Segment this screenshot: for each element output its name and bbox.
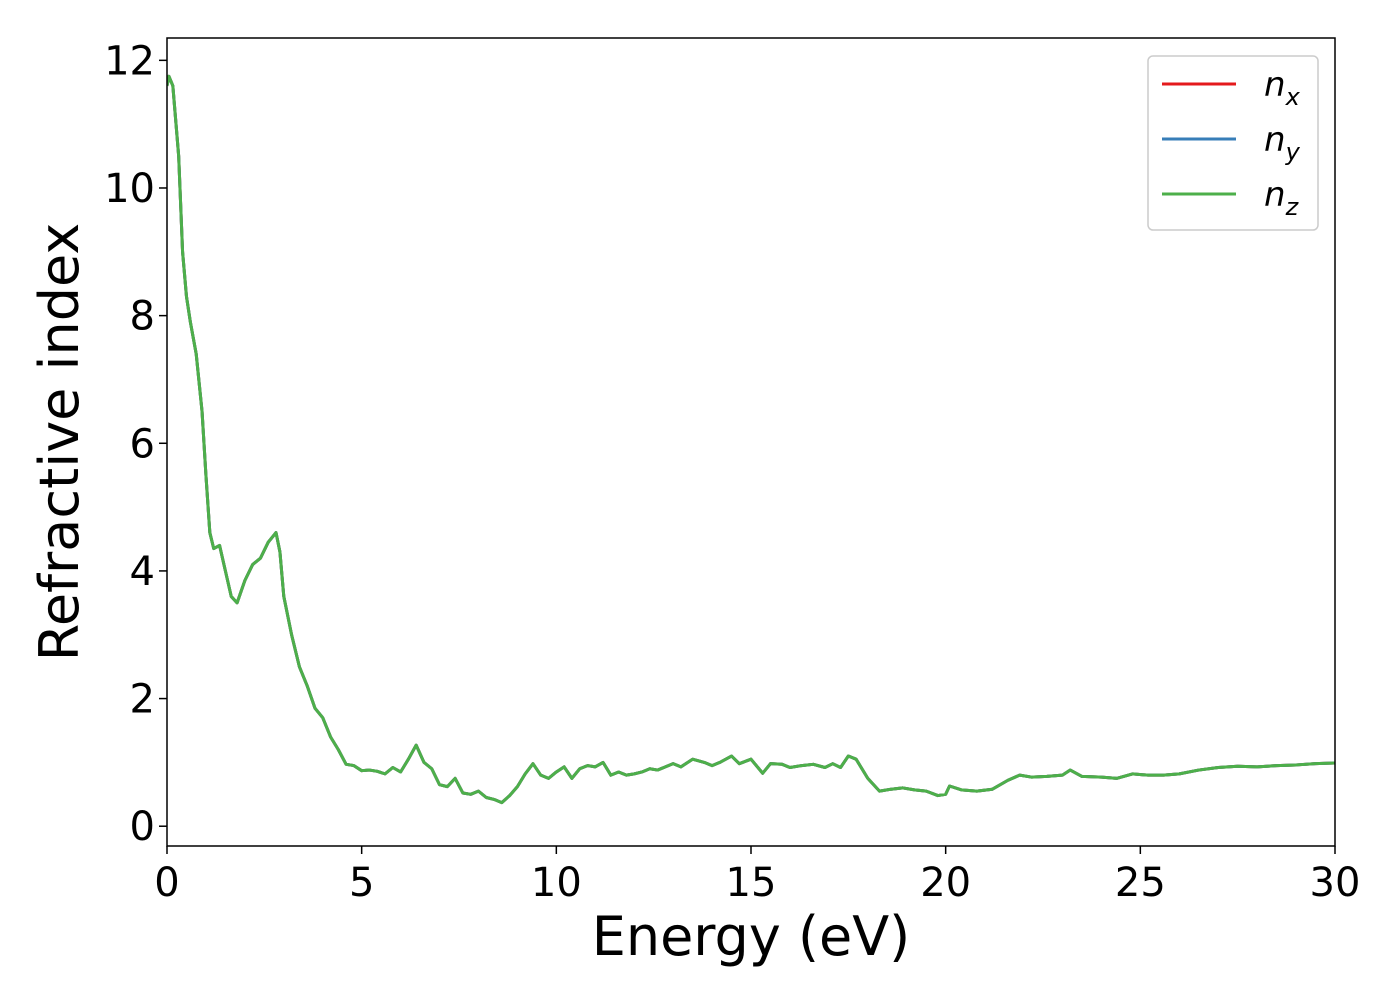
x-axis-label: Energy (eV) [592,905,911,968]
x-tick-label: 15 [726,860,777,906]
y-tick-label: 8 [130,294,155,340]
series-line [167,74,1335,805]
plot-area [167,74,1335,805]
legend-label: nx [1264,65,1301,111]
x-tick-label: 20 [920,860,971,906]
y-tick-label: 4 [130,549,155,595]
x-tick-label: 5 [349,860,374,906]
x-tick-label: 25 [1115,860,1166,906]
x-tick-label: 10 [531,860,582,906]
y-tick-label: 6 [130,421,155,467]
y-tick-label: 0 [130,804,155,850]
x-tick-label: 0 [154,860,179,906]
y-tick-label: 10 [104,166,155,212]
y-axis-label: Refractive index [28,223,91,662]
plot-frame [166,37,1336,847]
x-tick-label: 30 [1310,860,1361,906]
legend-box [1147,55,1319,231]
y-tick-label: 2 [130,677,155,723]
legend-label: nz [1264,175,1300,221]
legend-label: ny [1264,120,1301,166]
y-tick-label: 12 [104,38,155,84]
